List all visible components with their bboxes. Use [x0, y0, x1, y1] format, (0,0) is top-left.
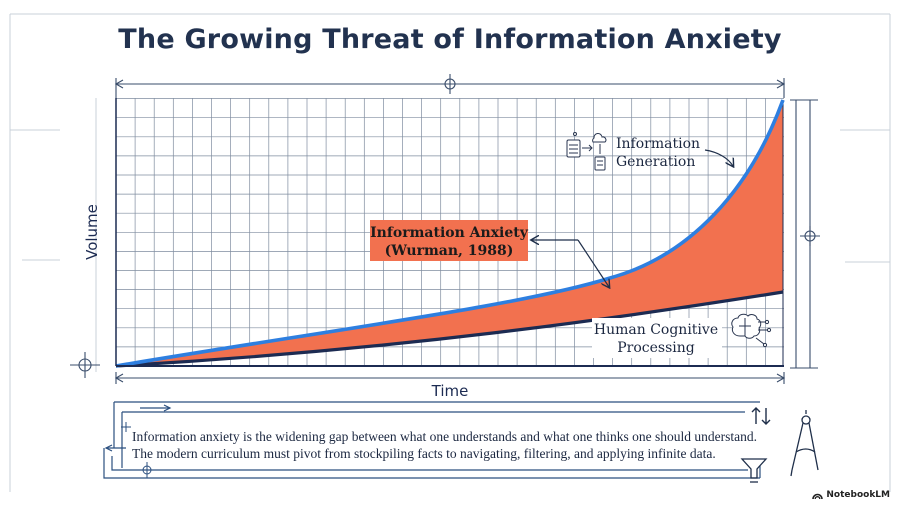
crosshair-icon: [70, 352, 100, 378]
information-anxiety-label-line2: (Wurman, 1988): [385, 243, 514, 259]
blueprint-frame: [9, 13, 891, 492]
brand-label: NotebookLM: [826, 490, 890, 500]
information-generation-label-line2: Generation: [616, 154, 695, 170]
caption-line1: Information anxiety is the widening gap …: [132, 429, 757, 444]
time-axis-dimension: [114, 372, 786, 384]
plus-mark: [121, 422, 131, 432]
crosshair-icon: [800, 226, 820, 246]
anxiety-leader-arrow-right: [577, 239, 609, 287]
human-cognitive-processing-curve: [115, 290, 784, 368]
y-axis-label: Volume: [83, 204, 101, 260]
information-anxiety-area: [116, 100, 783, 366]
compass-icon: [790, 410, 819, 477]
human-cognitive-label-line1: Human Cognitive: [594, 322, 718, 338]
caption: Information anxiety is the widening gap …: [132, 428, 772, 462]
data-flow-icon: [566, 132, 607, 171]
information-generation-label-line1: Information: [616, 136, 700, 152]
information-anxiety-label-line1: Information Anxiety: [370, 225, 529, 241]
cognitive-label-backdrop: [592, 318, 722, 358]
crosshair-icon: [139, 462, 155, 478]
x-axis-label: Time: [431, 382, 469, 400]
notebooklm-logo-icon: [812, 493, 824, 499]
crosshair-icon: [440, 74, 460, 94]
human-cognitive-label-line2: Processing: [617, 340, 695, 356]
caption-frame: [103, 401, 761, 479]
brand-watermark: NotebookLM: [812, 490, 890, 500]
brain-circuit-icon: [731, 313, 772, 348]
information-generation-curve: [115, 99, 785, 368]
generation-leader-arrow: [704, 149, 733, 166]
caption-line2: The modern curriculum must pivot from st…: [132, 446, 716, 461]
page-title: The Growing Threat of Information Anxiet…: [118, 24, 782, 55]
up-down-arrows-icon: [751, 407, 771, 425]
funnel-icon: [740, 458, 768, 483]
right-dimension-line: [790, 99, 818, 369]
information-anxiety-box: [370, 220, 528, 261]
